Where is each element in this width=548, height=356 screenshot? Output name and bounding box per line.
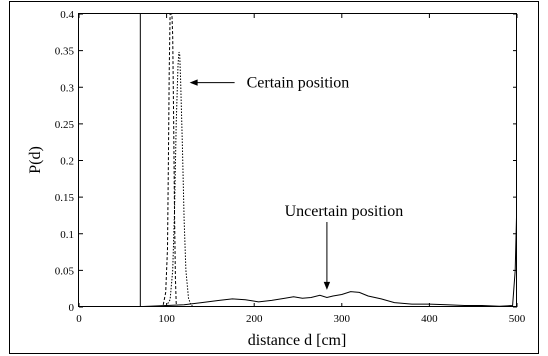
- y-tick-label: 0: [69, 302, 75, 314]
- series-line-dashed: [79, 14, 517, 307]
- series-line-dotted: [79, 51, 517, 307]
- x-tick-label: 300: [334, 313, 351, 325]
- x-tick-label: 0: [76, 313, 82, 325]
- y-tick-label: 0.3: [60, 82, 74, 94]
- uncertain-position-label: Uncertain position: [285, 203, 404, 220]
- x-tick-label: 200: [246, 313, 263, 325]
- y-tick-label: 0.35: [55, 46, 75, 58]
- certain-arrow-head: [189, 79, 198, 86]
- certain-position-label: Certain position: [247, 75, 350, 92]
- series-layer: [79, 14, 517, 307]
- x-axis-title: distance d [cm]: [248, 332, 347, 349]
- x-tick-label: 100: [158, 313, 175, 325]
- y-axis-title: P(d): [27, 146, 44, 174]
- y-tick-label: 0.15: [55, 192, 75, 204]
- y-tick-label: 0.2: [60, 156, 74, 168]
- series-line-solid: [79, 197, 517, 307]
- axis-ticks: 0 100 200 300 400 500 0 0.05 0.1 0.15 0.2 0.25 0.3 0.…: [55, 9, 526, 325]
- plot-area-frame: [78, 13, 517, 307]
- x-tick-label: 400: [421, 313, 438, 325]
- uncertain-arrow-head: [323, 281, 331, 290]
- y-tick-label: 0.05: [55, 265, 75, 277]
- figure-frame: [9, 1, 539, 354]
- x-tick-label: 500: [509, 313, 526, 325]
- y-tick-label: 0.4: [60, 9, 74, 21]
- y-tick-label: 0.25: [55, 119, 75, 131]
- annotations: Certain position Uncertain position: [189, 75, 404, 290]
- y-tick-label: 0.1: [60, 229, 74, 241]
